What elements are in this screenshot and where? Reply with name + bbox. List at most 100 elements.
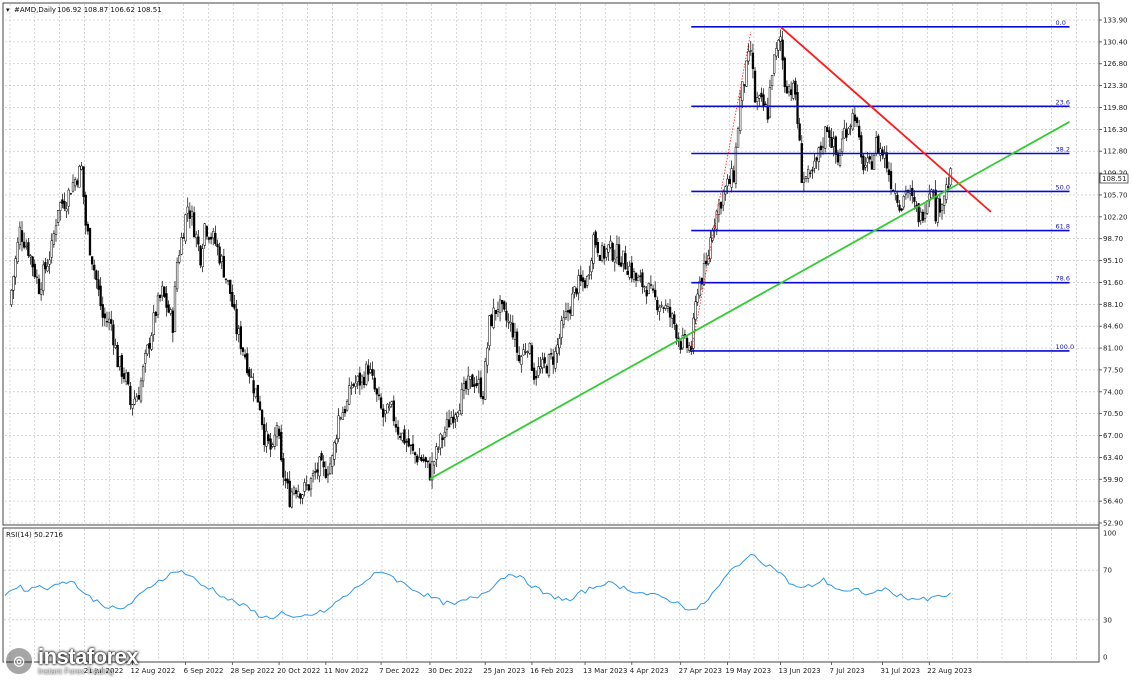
candle-body	[61, 199, 64, 204]
candle-body	[775, 48, 778, 57]
candle-body	[454, 414, 457, 420]
candle-body	[579, 274, 582, 282]
candle-body	[828, 130, 831, 138]
candle-body	[25, 245, 28, 248]
candle-body	[900, 208, 903, 211]
candle-body	[936, 198, 939, 223]
candle-body	[802, 178, 806, 183]
candle-body	[605, 248, 608, 258]
candle-body	[609, 240, 612, 248]
candle-body	[254, 388, 257, 397]
candle-body	[753, 70, 757, 103]
price-tick-label: 105.70	[1103, 191, 1128, 199]
chart-header-ohlc: 106.92 108.87 106.62 108.51	[57, 6, 162, 14]
candle-body	[386, 404, 389, 414]
candle-body	[902, 196, 905, 208]
candle-body	[883, 152, 886, 159]
candle-body	[505, 310, 508, 321]
candle-body	[337, 415, 340, 439]
candle-body	[632, 271, 636, 280]
candle-body	[615, 244, 619, 258]
candle-body	[739, 97, 742, 131]
candle-body	[158, 295, 162, 298]
candle-body	[522, 349, 525, 356]
candle-body	[258, 401, 262, 411]
candle-body	[645, 289, 648, 297]
candle-body	[84, 194, 87, 226]
candle-body	[464, 380, 468, 390]
price-tick-label: 74.00	[1103, 388, 1123, 396]
candle-body	[870, 161, 874, 170]
candle-body	[292, 487, 296, 495]
candle-body	[569, 309, 572, 314]
candle-body	[343, 409, 347, 414]
candle-body	[526, 351, 529, 353]
candle-body	[82, 166, 85, 198]
candle-body	[702, 263, 706, 285]
candle-body	[118, 356, 121, 368]
candle-body	[354, 382, 357, 387]
candle-body	[73, 179, 77, 187]
candle-body	[537, 366, 540, 376]
candle-body	[566, 310, 570, 313]
candle-body	[834, 136, 837, 155]
candle-body	[450, 417, 453, 425]
candle-body	[10, 290, 13, 305]
candle-body	[69, 193, 73, 195]
candle-body	[577, 275, 580, 294]
candle-body	[641, 272, 644, 287]
candle-body	[86, 223, 90, 232]
time-tick-label: 12 Aug 2022	[130, 667, 175, 675]
candle-body	[348, 385, 351, 405]
candle-body	[424, 457, 427, 462]
candle-body	[821, 146, 825, 148]
candle-body	[622, 250, 625, 264]
candle-body	[481, 396, 485, 400]
candle-body	[246, 353, 249, 374]
fibonacci-levels: 0.0 23.6 38.2 50.0 61.8 78.6 100.0	[691, 19, 1074, 352]
price-tick-label: 95.10	[1103, 257, 1123, 265]
candle-body	[836, 152, 840, 163]
candle-body	[277, 428, 281, 437]
candle-body	[942, 195, 946, 206]
fib-level-label: 50.0	[1056, 183, 1070, 191]
candle-body	[362, 376, 366, 386]
candle-body	[896, 194, 899, 203]
candle-body	[647, 283, 650, 295]
candle-body	[37, 278, 41, 294]
fib-level-label: 61.8	[1056, 223, 1070, 231]
candle-body	[707, 255, 710, 264]
candle-body	[467, 375, 470, 390]
candle-body	[154, 311, 158, 316]
candle-body	[139, 380, 143, 402]
price-tick-label: 119.80	[1103, 104, 1128, 112]
candle-body	[122, 373, 126, 380]
candle-body	[590, 260, 593, 273]
candle-body	[851, 113, 854, 130]
candle-body	[311, 473, 315, 477]
candle-body	[728, 179, 731, 184]
candle-body	[630, 262, 633, 279]
candle-body	[520, 356, 523, 365]
candle-body	[416, 455, 419, 463]
candle-body	[426, 460, 429, 463]
rsi-tick-label: 100	[1103, 530, 1116, 538]
candle-body	[42, 264, 45, 291]
candle-body	[660, 305, 663, 307]
candle-body	[124, 372, 128, 382]
candle-body	[360, 375, 364, 383]
candle-body	[405, 441, 408, 443]
current-price-label: 108.51	[1102, 175, 1127, 183]
candle-body	[235, 308, 238, 335]
price-axis-labels: 133.90 130.40 126.80 123.30 119.80 116.30 112.…	[1099, 17, 1128, 528]
candle-body	[229, 279, 232, 294]
fib-level-label: 38.2	[1056, 146, 1070, 154]
candle-body	[411, 443, 415, 451]
candle-body	[688, 345, 691, 351]
candle-body	[218, 246, 221, 264]
candle-body	[214, 233, 217, 244]
candle-body	[437, 448, 440, 450]
candle-body	[549, 353, 553, 355]
candle-body	[596, 241, 599, 254]
candle-body	[460, 389, 463, 414]
